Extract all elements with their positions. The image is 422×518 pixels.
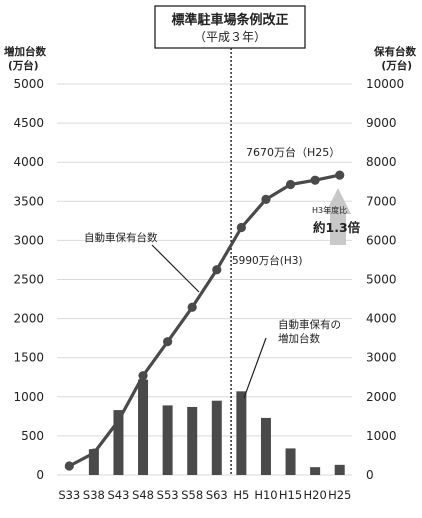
- line-point: [236, 222, 246, 233]
- left-tick-label: 4500: [13, 116, 44, 130]
- x-tick-label: H20: [303, 488, 326, 502]
- left-axis-unit: (万台): [8, 59, 39, 72]
- bar: [334, 464, 345, 475]
- ratio-arrow: [325, 188, 351, 245]
- h25-value-label: 7670万台（H25）: [246, 145, 340, 159]
- x-tick-label: H10: [254, 488, 277, 502]
- line-point: [64, 461, 74, 471]
- right-tick-label: 7000: [366, 194, 397, 208]
- right-tick-label: 9000: [366, 116, 397, 130]
- line-point: [187, 302, 197, 312]
- left-tick-label: 0: [36, 468, 44, 482]
- bar: [285, 448, 296, 475]
- line-point: [285, 179, 296, 190]
- bar: [260, 417, 271, 475]
- bar: [88, 449, 99, 475]
- right-tick-label: 2000: [366, 390, 397, 404]
- line-point: [163, 337, 173, 347]
- right-tick-label: 5000: [366, 273, 397, 287]
- line-point: [335, 170, 345, 180]
- left-axis-title: 増加台数: [4, 45, 46, 58]
- line-point: [113, 416, 124, 426]
- bar: [187, 406, 198, 475]
- x-tick-label: H15: [279, 488, 302, 502]
- x-tick-label: S63: [206, 488, 228, 502]
- right-tick-label: 10000: [366, 77, 404, 91]
- right-tick-label: 8000: [366, 155, 397, 169]
- x-tick-label: S43: [107, 488, 129, 502]
- x-tick-label: S48: [132, 488, 154, 502]
- right-tick-label: 4000: [366, 312, 397, 326]
- left-tick-label: 2000: [13, 312, 44, 326]
- x-tick-label: H5: [233, 488, 249, 502]
- right-tick-label: 6000: [366, 233, 397, 247]
- x-tick-label: S33: [58, 488, 80, 502]
- bar-series-leader: [243, 337, 267, 399]
- line-point: [310, 175, 320, 185]
- x-tick-label: S38: [83, 488, 105, 502]
- bar: [113, 410, 124, 475]
- left-tick-label: 1000: [13, 390, 44, 404]
- x-tick-label: S53: [157, 488, 179, 502]
- left-tick-label: 4000: [13, 155, 44, 169]
- line-point: [138, 371, 148, 381]
- banner-box: [154, 5, 306, 49]
- right-axis-unit: (万台): [381, 59, 412, 72]
- bar: [236, 391, 247, 475]
- bar: [211, 400, 222, 475]
- line-point: [212, 265, 222, 275]
- right-axis-title: 保有台数: [373, 45, 416, 58]
- bar-series-label-2: 増加台数: [278, 332, 320, 345]
- bar-series-label-1: 自動車保有の: [278, 318, 341, 331]
- x-tick-label: H25: [328, 488, 351, 502]
- line-point: [261, 194, 271, 204]
- banner-subtitle: （平成３年）: [194, 30, 266, 44]
- x-tick-label: S58: [181, 488, 203, 502]
- line-series-leader: [151, 244, 200, 293]
- left-tick-label: 500: [21, 429, 44, 443]
- line-point: [89, 448, 99, 458]
- right-tick-label: 3000: [366, 351, 397, 365]
- right-tick-label: 1000: [366, 429, 397, 443]
- ratio-big-label: 約1.3倍: [313, 220, 361, 235]
- right-tick-label: 0: [366, 468, 374, 482]
- left-tick-label: 1500: [13, 351, 44, 365]
- h3-value-label: 5990万台(H3): [232, 254, 303, 267]
- bar: [310, 467, 321, 475]
- left-tick-label: 3000: [13, 233, 44, 247]
- ratio-small-label: H3年度比: [312, 205, 347, 215]
- left-tick-label: 3500: [13, 194, 44, 208]
- line-series-label: 自動車保有台数: [84, 231, 158, 244]
- banner-title: 標準駐車場条例改正: [171, 12, 288, 28]
- bar: [162, 405, 173, 475]
- left-tick-label: 2500: [13, 273, 44, 287]
- left-tick-label: 5000: [13, 77, 44, 91]
- bar: [138, 379, 149, 475]
